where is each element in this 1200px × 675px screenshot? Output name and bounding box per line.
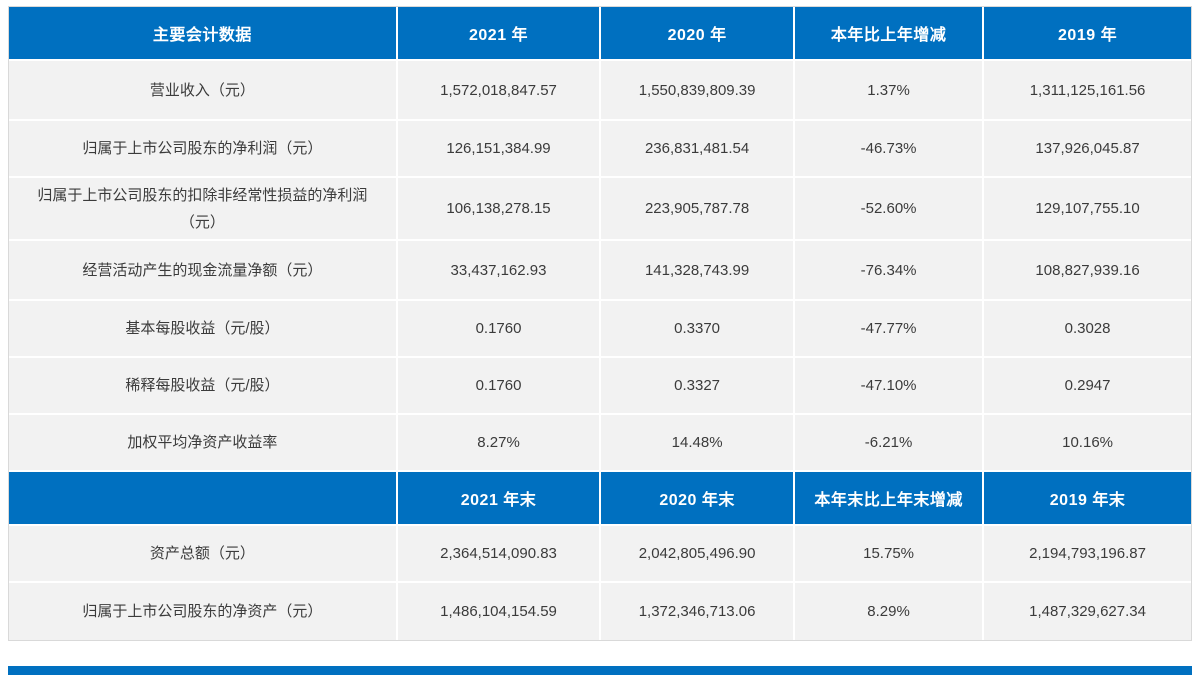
row-net-profit-excl-nonrecurring: 归属于上市公司股东的扣除非经常性损益的净利润（元） 106,138,278.15… [9, 178, 1191, 241]
financial-data-table: 主要会计数据 2021 年 2020 年 本年比上年增减 2019 年 营业收入… [8, 6, 1192, 641]
header-main-accounting-data: 主要会计数据 [9, 7, 398, 61]
cell-2019: 0.3028 [984, 301, 1191, 358]
row-operating-cash-flow: 经营活动产生的现金流量净额（元） 33,437,162.93 141,328,7… [9, 241, 1191, 301]
row-label: 经营活动产生的现金流量净额（元） [9, 241, 398, 301]
cell-2021: 0.1760 [397, 358, 602, 415]
row-net-profit-attributable: 归属于上市公司股东的净利润（元） 126,151,384.99 236,831,… [9, 121, 1191, 178]
cell-2019: 0.2947 [984, 358, 1191, 415]
row-label: 归属于上市公司股东的扣除非经常性损益的净利润（元） [9, 178, 398, 241]
cell-change: -47.77% [795, 301, 985, 358]
header-row-year-end: 2021 年末 2020 年末 本年末比上年末增减 2019 年末 [9, 472, 1191, 526]
row-basic-eps: 基本每股收益（元/股） 0.1760 0.3370 -47.77% 0.3028 [9, 301, 1191, 358]
row-label: 加权平均净资产收益率 [9, 415, 398, 472]
header-2020: 2020 年 [601, 7, 796, 61]
cell-2020: 0.3370 [601, 301, 796, 358]
cell-2020: 0.3327 [601, 358, 796, 415]
cell-2021: 1,572,018,847.57 [397, 61, 602, 121]
row-label: 稀释每股收益（元/股） [9, 358, 398, 415]
cell-2021: 126,151,384.99 [397, 121, 602, 178]
cell-change: -52.60% [795, 178, 985, 241]
cell-2020: 1,550,839,809.39 [601, 61, 796, 121]
row-net-assets-attributable: 归属于上市公司股东的净资产（元） 1,486,104,154.59 1,372,… [9, 583, 1191, 640]
cell-2020: 141,328,743.99 [601, 241, 796, 301]
cell-2019: 10.16% [984, 415, 1191, 472]
cell-2020: 223,905,787.78 [601, 178, 796, 241]
cell-2021: 0.1760 [397, 301, 602, 358]
cell-2019: 108,827,939.16 [984, 241, 1191, 301]
row-label: 归属于上市公司股东的净利润（元） [9, 121, 398, 178]
cell-2021: 33,437,162.93 [397, 241, 602, 301]
cell-2019: 137,926,045.87 [984, 121, 1191, 178]
cell-2020: 1,372,346,713.06 [601, 583, 796, 640]
header-blank [9, 472, 398, 526]
cell-2019: 129,107,755.10 [984, 178, 1191, 241]
cell-2020: 2,042,805,496.90 [601, 526, 796, 583]
cell-2021: 8.27% [397, 415, 602, 472]
cell-change: 8.29% [795, 583, 985, 640]
row-diluted-eps: 稀释每股收益（元/股） 0.1760 0.3327 -47.10% 0.2947 [9, 358, 1191, 415]
cell-change: 15.75% [795, 526, 985, 583]
header-2019: 2019 年 [984, 7, 1191, 61]
row-operating-revenue: 营业收入（元） 1,572,018,847.57 1,550,839,809.3… [9, 61, 1191, 121]
cell-2021: 1,486,104,154.59 [397, 583, 602, 640]
header-2019-year-end: 2019 年末 [984, 472, 1191, 526]
cell-2019: 1,487,329,627.34 [984, 583, 1191, 640]
row-label: 基本每股收益（元/股） [9, 301, 398, 358]
cell-change: -46.73% [795, 121, 985, 178]
cell-2021: 2,364,514,090.83 [397, 526, 602, 583]
cell-2019: 2,194,793,196.87 [984, 526, 1191, 583]
header-2021-year-end: 2021 年末 [397, 472, 602, 526]
cell-2021: 106,138,278.15 [397, 178, 602, 241]
cell-change: -47.10% [795, 358, 985, 415]
row-label: 归属于上市公司股东的净资产（元） [9, 583, 398, 640]
row-weighted-avg-roe: 加权平均净资产收益率 8.27% 14.48% -6.21% 10.16% [9, 415, 1191, 472]
row-total-assets: 资产总额（元） 2,364,514,090.83 2,042,805,496.9… [9, 526, 1191, 583]
header-row-annual: 主要会计数据 2021 年 2020 年 本年比上年增减 2019 年 [9, 7, 1191, 61]
header-2021: 2021 年 [397, 7, 602, 61]
header-2020-year-end: 2020 年末 [601, 472, 796, 526]
cell-2020: 236,831,481.54 [601, 121, 796, 178]
cell-change: 1.37% [795, 61, 985, 121]
cell-change: -76.34% [795, 241, 985, 301]
header-year-end-change: 本年末比上年末增减 [795, 472, 985, 526]
cutoff-next-header-bar [8, 666, 1192, 675]
cell-change: -6.21% [795, 415, 985, 472]
cell-2019: 1,311,125,161.56 [984, 61, 1191, 121]
financial-data-table-container: 主要会计数据 2021 年 2020 年 本年比上年增减 2019 年 营业收入… [8, 6, 1192, 641]
cell-2020: 14.48% [601, 415, 796, 472]
row-label: 营业收入（元） [9, 61, 398, 121]
header-yoy-change: 本年比上年增减 [795, 7, 985, 61]
row-label: 资产总额（元） [9, 526, 398, 583]
